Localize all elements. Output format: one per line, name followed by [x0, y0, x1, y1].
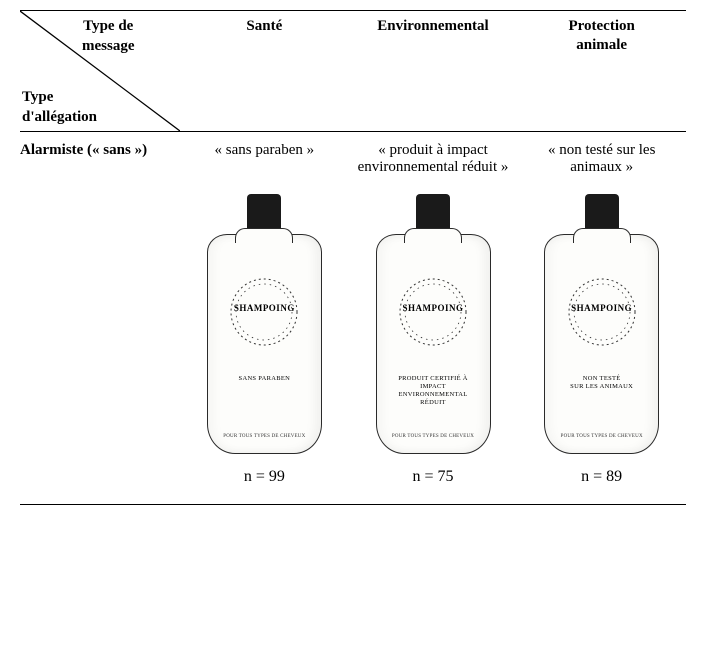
text: animale [576, 37, 627, 53]
claim-cell: « sans paraben » [180, 138, 349, 192]
product-name: SHAMPOING [377, 303, 490, 313]
claim-cell: « non testé sur les animaux » [517, 138, 686, 192]
page: Type de message Type d'allégation Santé … [0, 0, 706, 646]
col-head-sante: Santé [180, 17, 349, 55]
text: Type [22, 89, 53, 105]
claim-cell: « produit à impact environnemental rédui… [349, 138, 518, 192]
bottle-body: SHAMPOING PRODUIT CERTIFIÉ ÀIMPACTENVIRO… [376, 234, 491, 454]
text: « non testé sur les animaux » [523, 142, 680, 176]
bottom-rule [20, 504, 686, 505]
n-counts: n = 99 n = 75 n = 89 [180, 468, 686, 486]
diag-lower-label: Type d'allégation [22, 87, 97, 128]
product-name: SHAMPOING [208, 303, 321, 313]
bottle-label-claim: NON TESTÉSUR LES ANIMAUX [551, 375, 652, 391]
text: Santé [246, 18, 282, 34]
text: Environnemental [377, 18, 488, 34]
bottle: SHAMPOING SANS PARABEN POUR TOUS TYPES D… [197, 194, 332, 454]
bottle-cap [247, 194, 281, 232]
bottle-label-claim: PRODUIT CERTIFIÉ ÀIMPACTENVIRONNEMENTALR… [383, 375, 484, 408]
bottle: SHAMPOING NON TESTÉSUR LES ANIMAUX POUR … [534, 194, 669, 454]
bottle-cell: SHAMPOING NON TESTÉSUR LES ANIMAUX POUR … [517, 194, 686, 454]
table-header: Type de message Type d'allégation Santé … [20, 10, 686, 132]
bottle-body: SHAMPOING SANS PARABEN POUR TOUS TYPES D… [207, 234, 322, 454]
bottle: SHAMPOING PRODUIT CERTIFIÉ ÀIMPACTENVIRO… [366, 194, 501, 454]
data-row: Alarmiste (« sans ») « sans paraben » « … [20, 138, 686, 192]
count-row: n = 99 n = 75 n = 89 [20, 460, 686, 486]
bottle-label-claim: SANS PARABEN [214, 375, 315, 383]
claim-cells: « sans paraben » « produit à impact envi… [180, 138, 686, 192]
bottle-shoulder [404, 228, 462, 243]
bottle-footer: POUR TOUS TYPES DE CHEVEUX [551, 434, 652, 439]
col-head-protection: Protection animale [517, 17, 686, 55]
spacer [20, 194, 180, 454]
bottle-cap [585, 194, 619, 232]
bottle-shoulder [573, 228, 631, 243]
diag-upper-label: Type de message [82, 17, 135, 56]
bottle-footer: POUR TOUS TYPES DE CHEVEUX [214, 434, 315, 439]
text: Protection [568, 18, 634, 34]
bottle-shoulder [235, 228, 293, 243]
text: d'allégation [22, 109, 97, 125]
diagonal-header-cell: Type de message Type d'allégation [20, 11, 180, 131]
text: message [82, 38, 135, 54]
text: « produit à impact environnemental rédui… [355, 142, 512, 176]
bottle-body: SHAMPOING NON TESTÉSUR LES ANIMAUX POUR … [544, 234, 659, 454]
col-head-environnemental: Environnemental [349, 17, 518, 55]
bottle-cell: SHAMPOING SANS PARABEN POUR TOUS TYPES D… [180, 194, 349, 454]
n-count: n = 99 [180, 468, 349, 486]
bottles: SHAMPOING SANS PARABEN POUR TOUS TYPES D… [180, 194, 686, 454]
text: Type de [83, 18, 133, 34]
bottle-cap [416, 194, 450, 232]
bottle-row: SHAMPOING SANS PARABEN POUR TOUS TYPES D… [20, 194, 686, 454]
column-headers: Santé Environnemental Protection animale [180, 17, 686, 55]
row-label: Alarmiste (« sans ») [20, 138, 180, 192]
bottle-footer: POUR TOUS TYPES DE CHEVEUX [383, 434, 484, 439]
product-name: SHAMPOING [545, 303, 658, 313]
spacer [20, 460, 180, 486]
text: « sans paraben » [215, 142, 315, 159]
bottle-cell: SHAMPOING PRODUIT CERTIFIÉ ÀIMPACTENVIRO… [349, 194, 518, 454]
n-count: n = 75 [349, 468, 518, 486]
n-count: n = 89 [517, 468, 686, 486]
